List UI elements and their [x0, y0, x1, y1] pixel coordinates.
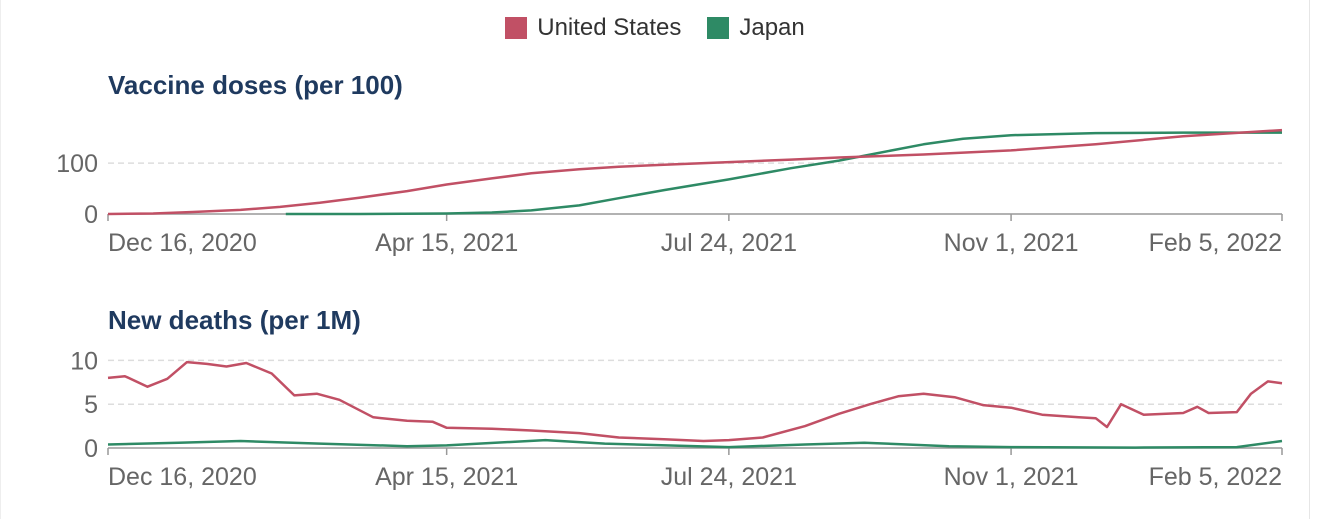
- legend-label-japan: Japan: [739, 14, 805, 41]
- legend-label-us: United States: [537, 14, 682, 41]
- y-tick-label: 0: [84, 435, 98, 463]
- legend-swatch-us: [505, 17, 528, 39]
- y-tick-label: 100: [56, 150, 98, 178]
- vaccine-panel-title: Vaccine doses (per 100): [108, 70, 403, 100]
- legend: United States Japan: [0, 14, 1310, 42]
- legend-swatch-japan: [707, 17, 730, 39]
- y-tick-label: 10: [70, 347, 98, 375]
- x-tick-label: Nov 1, 2021: [944, 229, 1079, 257]
- y-tick-label: 0: [84, 201, 98, 229]
- legend-item-japan[interactable]: Japan: [707, 14, 805, 42]
- x-tick-label: Jul 24, 2021: [661, 463, 797, 491]
- x-tick-label: Apr 15, 2021: [375, 229, 518, 257]
- series-line-japan: [285, 131, 1282, 216]
- series-line-japan: [107, 438, 1283, 449]
- x-tick-label: Dec 16, 2020: [108, 463, 257, 491]
- series-line-united-states: [107, 360, 1283, 443]
- x-tick-label: Feb 5, 2022: [1149, 463, 1282, 491]
- x-tick-label: Dec 16, 2020: [108, 229, 257, 257]
- deaths-panel-title: New deaths (per 1M): [108, 305, 361, 335]
- x-tick-label: Jul 24, 2021: [661, 229, 797, 257]
- y-tick-label: 5: [84, 391, 98, 419]
- x-tick-label: Apr 15, 2021: [375, 463, 518, 491]
- legend-item-us[interactable]: United States: [505, 14, 681, 42]
- series-line-united-states: [107, 128, 1283, 216]
- x-tick-label: Feb 5, 2022: [1149, 229, 1282, 257]
- x-tick-label: Nov 1, 2021: [944, 463, 1079, 491]
